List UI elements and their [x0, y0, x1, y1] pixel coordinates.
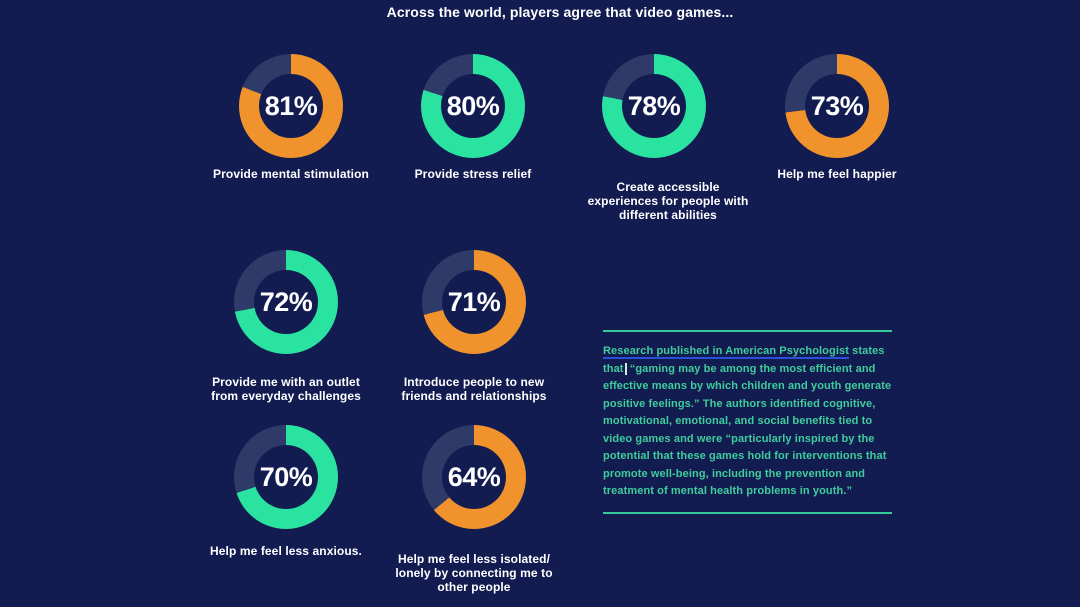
text-caret	[624, 362, 627, 375]
donut-percent-label: 73%	[810, 90, 864, 121]
donut-caption: Help me feel happier	[777, 167, 897, 181]
donut-card-less-anxious: 70% Help me feel less anxious.	[191, 425, 381, 558]
note-text-rest: “gaming may be among the most efficient …	[603, 362, 892, 498]
donut-card-less-isolated: 64% Help me feel less isolated/ lonely b…	[379, 425, 569, 594]
donut-caption: Provide mental stimulation	[213, 167, 369, 181]
donut-percent-label: 70%	[259, 461, 313, 492]
donut-percent-label: 64%	[447, 461, 501, 492]
donut-card-mental-stimulation: 81% Provide mental stimulation	[196, 54, 386, 181]
note-top-rule	[603, 330, 892, 332]
donut-caption: Provide stress relief	[414, 167, 532, 181]
note-text-after-link: states that	[603, 345, 885, 375]
donut-card-accessible-experiences: 78% Create accessible experiences for pe…	[559, 54, 749, 222]
page-title: Across the world, players agree that vid…	[386, 4, 734, 20]
donut-card-feel-happier: 73% Help me feel happier	[742, 54, 932, 181]
donut-caption: Provide me with an outlet from everyday …	[211, 375, 361, 404]
donut-chart: 73%	[785, 54, 889, 158]
note-bottom-rule	[603, 511, 892, 514]
donut-percent-label: 71%	[447, 286, 501, 317]
donut-caption: Help me feel less isolated/ lonely by co…	[395, 552, 553, 595]
donut-chart: 72%	[234, 250, 338, 354]
research-note: Research published in American Psycholog…	[603, 330, 892, 514]
donut-percent-label: 81%	[264, 90, 318, 121]
donut-chart: 71%	[422, 250, 526, 354]
donut-chart: 64%	[422, 425, 526, 529]
donut-caption: Create accessible experiences for people…	[587, 180, 749, 223]
donut-caption: Help me feel less anxious.	[210, 544, 362, 558]
donut-chart: 80%	[421, 54, 525, 158]
donut-percent-label: 72%	[259, 286, 313, 317]
donut-caption: Introduce people to new friends and rela…	[401, 375, 547, 404]
research-link[interactable]: Research published in American Psycholog…	[603, 345, 849, 359]
donut-card-stress-relief: 80% Provide stress relief	[378, 54, 568, 181]
note-paragraph: Research published in American Psycholog…	[603, 343, 892, 501]
donut-chart: 70%	[234, 425, 338, 529]
donut-percent-label: 78%	[627, 90, 681, 121]
donut-percent-label: 80%	[446, 90, 500, 121]
donut-card-new-friends: 71% Introduce people to new friends and …	[379, 250, 569, 403]
donut-chart: 78%	[602, 54, 706, 158]
donut-card-outlet-challenges: 72% Provide me with an outlet from every…	[191, 250, 381, 403]
donut-chart: 81%	[239, 54, 343, 158]
